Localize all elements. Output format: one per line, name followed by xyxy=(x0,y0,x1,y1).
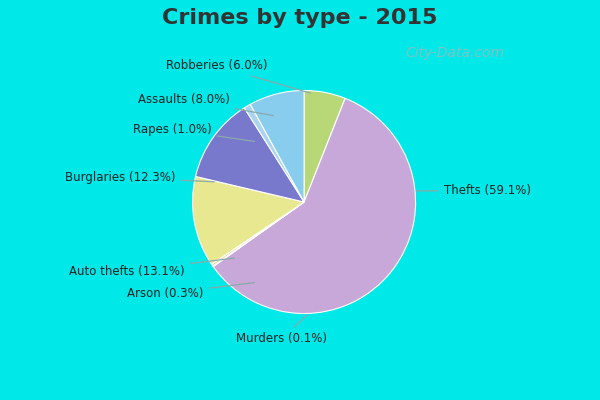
Wedge shape xyxy=(213,98,416,314)
Wedge shape xyxy=(304,90,345,202)
Text: Robberies (6.0%): Robberies (6.0%) xyxy=(166,60,310,93)
Text: Crimes by type - 2015: Crimes by type - 2015 xyxy=(163,8,437,28)
Wedge shape xyxy=(196,108,304,202)
Wedge shape xyxy=(213,202,304,267)
Text: City-Data.com: City-Data.com xyxy=(406,46,505,60)
Text: Burglaries (12.3%): Burglaries (12.3%) xyxy=(65,171,214,184)
Wedge shape xyxy=(193,176,304,264)
Text: Murders (0.1%): Murders (0.1%) xyxy=(236,315,328,344)
Text: Arson (0.3%): Arson (0.3%) xyxy=(127,283,254,300)
Text: Thefts (59.1%): Thefts (59.1%) xyxy=(416,184,530,197)
Text: Auto thefts (13.1%): Auto thefts (13.1%) xyxy=(69,258,235,278)
Text: Rapes (1.0%): Rapes (1.0%) xyxy=(133,123,254,141)
Text: Assaults (8.0%): Assaults (8.0%) xyxy=(137,93,274,116)
Wedge shape xyxy=(244,104,304,202)
Wedge shape xyxy=(212,202,304,266)
Wedge shape xyxy=(250,90,304,202)
